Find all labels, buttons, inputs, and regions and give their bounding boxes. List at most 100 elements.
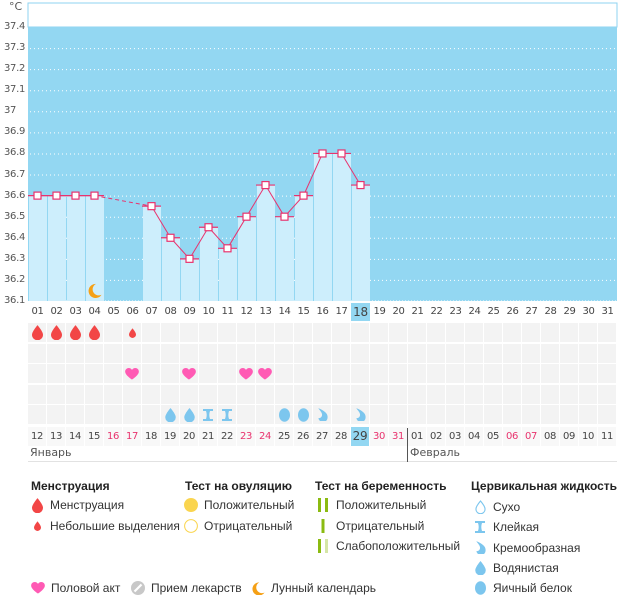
tracker-cell-intercourse[interactable] bbox=[66, 364, 84, 383]
tracker-cell-intercourse[interactable] bbox=[541, 364, 559, 383]
tracker-cell-row-2[interactable] bbox=[161, 344, 179, 363]
tracker-cell-cervical-fluid[interactable] bbox=[522, 405, 540, 424]
x-tick-label[interactable]: 24 bbox=[468, 306, 481, 317]
tracker-cell-row-4[interactable] bbox=[85, 385, 103, 404]
tracker-cell-intercourse[interactable] bbox=[199, 364, 217, 383]
calendar-date[interactable]: 18 bbox=[142, 427, 160, 446]
x-tick-label[interactable]: 29 bbox=[563, 306, 576, 317]
tracker-cell-intercourse[interactable] bbox=[294, 364, 312, 383]
tracker-cell-menstruation[interactable] bbox=[161, 323, 179, 342]
tracker-cell-row-4[interactable] bbox=[370, 385, 388, 404]
tracker-cell-row-4[interactable] bbox=[275, 385, 293, 404]
tracker-cell-intercourse[interactable] bbox=[332, 364, 350, 383]
calendar-date[interactable]: 12 bbox=[28, 427, 46, 446]
calendar-date[interactable]: 14 bbox=[66, 427, 84, 446]
tracker-cell-row-2[interactable] bbox=[237, 344, 255, 363]
tracker-cell-menstruation[interactable] bbox=[199, 323, 217, 342]
calendar-date[interactable]: 24 bbox=[256, 427, 274, 446]
tracker-cell-cervical-fluid[interactable] bbox=[123, 405, 141, 424]
x-tick-label[interactable]: 31 bbox=[601, 306, 614, 317]
tracker-cell-intercourse[interactable] bbox=[522, 364, 540, 383]
tracker-cell-menstruation[interactable] bbox=[351, 323, 369, 342]
calendar-date[interactable]: 01 bbox=[408, 427, 426, 446]
calendar-date[interactable]: 10 bbox=[579, 427, 597, 446]
tracker-cell-menstruation[interactable] bbox=[47, 323, 65, 342]
tracker-cell-intercourse[interactable] bbox=[104, 364, 122, 383]
tracker-cell-intercourse[interactable] bbox=[465, 364, 483, 383]
tracker-cell-cervical-fluid[interactable] bbox=[541, 405, 559, 424]
tracker-cell-row-2[interactable] bbox=[560, 344, 578, 363]
tracker-cell-menstruation[interactable] bbox=[408, 323, 426, 342]
tracker-cell-row-2[interactable] bbox=[522, 344, 540, 363]
calendar-date[interactable]: 04 bbox=[465, 427, 483, 446]
tracker-cell-intercourse[interactable] bbox=[560, 364, 578, 383]
tracker-cell-intercourse[interactable] bbox=[256, 364, 274, 383]
tracker-cell-row-4[interactable] bbox=[503, 385, 521, 404]
tracker-cell-cervical-fluid[interactable] bbox=[66, 405, 84, 424]
tracker-cell-row-4[interactable] bbox=[66, 385, 84, 404]
tracker-cell-cervical-fluid[interactable] bbox=[465, 405, 483, 424]
tracker-cell-menstruation[interactable] bbox=[427, 323, 445, 342]
tracker-cell-row-4[interactable] bbox=[237, 385, 255, 404]
tracker-cell-intercourse[interactable] bbox=[161, 364, 179, 383]
tracker-cell-row-2[interactable] bbox=[351, 344, 369, 363]
calendar-date[interactable]: 06 bbox=[503, 427, 521, 446]
x-tick-label[interactable]: 15 bbox=[297, 306, 310, 317]
tracker-cell-row-2[interactable] bbox=[541, 344, 559, 363]
tracker-cell-cervical-fluid[interactable] bbox=[389, 405, 407, 424]
x-tick-label[interactable]: 04 bbox=[88, 306, 101, 317]
x-tick-label[interactable]: 03 bbox=[69, 306, 82, 317]
tracker-cell-row-4[interactable] bbox=[465, 385, 483, 404]
tracker-cell-menstruation[interactable] bbox=[218, 323, 236, 342]
tracker-cell-cervical-fluid[interactable] bbox=[199, 405, 217, 424]
tracker-cell-menstruation[interactable] bbox=[123, 323, 141, 342]
calendar-date[interactable]: 03 bbox=[446, 427, 464, 446]
calendar-date[interactable]: 25 bbox=[275, 427, 293, 446]
tracker-cell-cervical-fluid[interactable] bbox=[332, 405, 350, 424]
calendar-date-today[interactable]: 29 bbox=[351, 427, 369, 446]
tracker-cell-menstruation[interactable] bbox=[446, 323, 464, 342]
tracker-cell-cervical-fluid[interactable] bbox=[484, 405, 502, 424]
calendar-date[interactable]: 08 bbox=[541, 427, 559, 446]
calendar-date[interactable]: 09 bbox=[560, 427, 578, 446]
tracker-cell-cervical-fluid[interactable] bbox=[313, 405, 331, 424]
tracker-cell-cervical-fluid[interactable] bbox=[598, 405, 616, 424]
tracker-cell-row-2[interactable] bbox=[218, 344, 236, 363]
tracker-cell-row-2[interactable] bbox=[503, 344, 521, 363]
tracker-cell-row-2[interactable] bbox=[313, 344, 331, 363]
tracker-cell-cervical-fluid[interactable] bbox=[85, 405, 103, 424]
tracker-cell-row-2[interactable] bbox=[332, 344, 350, 363]
tracker-cell-cervical-fluid[interactable] bbox=[351, 405, 369, 424]
tracker-cell-cervical-fluid[interactable] bbox=[503, 405, 521, 424]
tracker-cell-row-2[interactable] bbox=[47, 344, 65, 363]
tracker-cell-intercourse[interactable] bbox=[484, 364, 502, 383]
x-tick-label[interactable]: 10 bbox=[202, 306, 215, 317]
x-tick-label[interactable]: 23 bbox=[449, 306, 462, 317]
tracker-cell-row-2[interactable] bbox=[142, 344, 160, 363]
tracker-cell-row-2[interactable] bbox=[389, 344, 407, 363]
tracker-cell-menstruation[interactable] bbox=[28, 323, 46, 342]
x-tick-label[interactable]: 07 bbox=[145, 306, 158, 317]
tracker-cell-intercourse[interactable] bbox=[370, 364, 388, 383]
calendar-date[interactable]: 02 bbox=[427, 427, 445, 446]
tracker-cell-cervical-fluid[interactable] bbox=[161, 405, 179, 424]
tracker-cell-intercourse[interactable] bbox=[503, 364, 521, 383]
tracker-cell-menstruation[interactable] bbox=[522, 323, 540, 342]
calendar-date[interactable]: 15 bbox=[85, 427, 103, 446]
tracker-cell-row-2[interactable] bbox=[579, 344, 597, 363]
x-tick-label[interactable]: 16 bbox=[316, 306, 329, 317]
tracker-cell-row-2[interactable] bbox=[484, 344, 502, 363]
calendar-date[interactable]: 26 bbox=[294, 427, 312, 446]
tracker-cell-menstruation[interactable] bbox=[237, 323, 255, 342]
calendar-date[interactable]: 30 bbox=[370, 427, 388, 446]
calendar-date[interactable]: 05 bbox=[484, 427, 502, 446]
tracker-cell-intercourse[interactable] bbox=[313, 364, 331, 383]
tracker-cell-row-2[interactable] bbox=[275, 344, 293, 363]
tracker-cell-row-4[interactable] bbox=[579, 385, 597, 404]
tracker-cell-row-2[interactable] bbox=[199, 344, 217, 363]
tracker-cell-menstruation[interactable] bbox=[332, 323, 350, 342]
tracker-cell-row-2[interactable] bbox=[256, 344, 274, 363]
tracker-cell-row-4[interactable] bbox=[541, 385, 559, 404]
tracker-cell-menstruation[interactable] bbox=[465, 323, 483, 342]
tracker-cell-row-4[interactable] bbox=[123, 385, 141, 404]
